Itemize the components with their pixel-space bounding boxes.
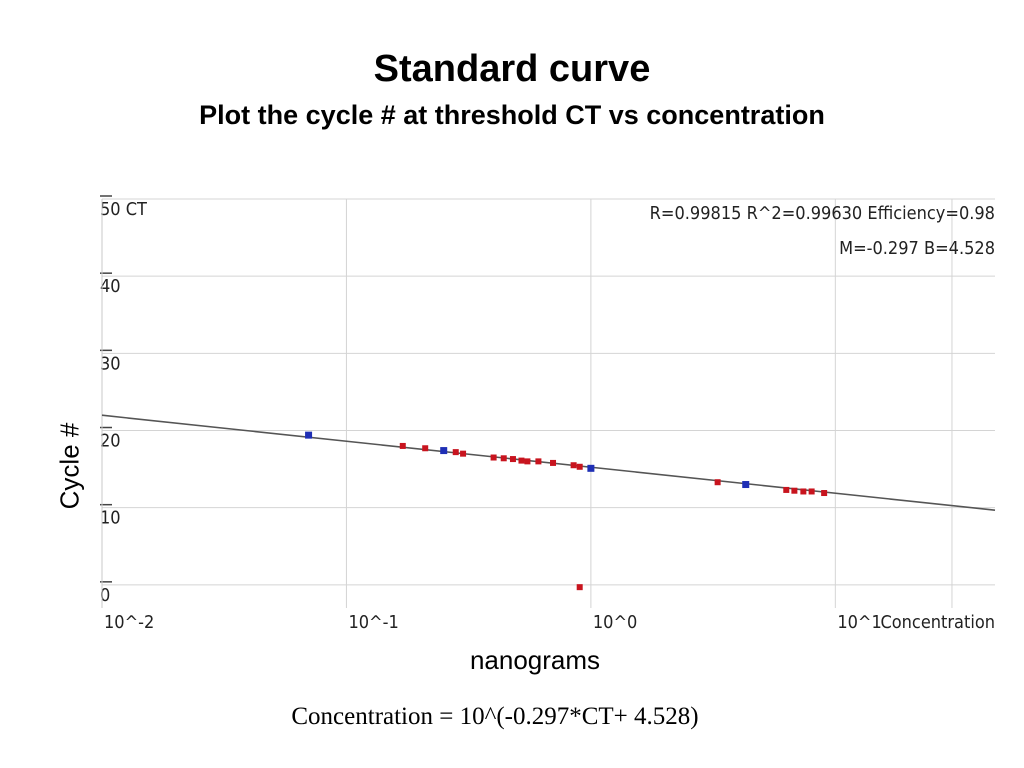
fit-coefficients: M=-0.297 B=4.528 bbox=[839, 238, 995, 259]
x-axis-label: nanograms bbox=[469, 645, 601, 675]
unknown-data-point bbox=[460, 450, 467, 457]
y-axis-label: Cycle # bbox=[54, 422, 85, 510]
unknown-data-point bbox=[524, 458, 531, 465]
unknown-data-point bbox=[800, 488, 807, 495]
unknown-data-point bbox=[490, 454, 497, 461]
unknown-data-point bbox=[791, 487, 798, 494]
x-tick-label: 10^0 bbox=[593, 612, 637, 633]
y-tick-label: 40 bbox=[100, 276, 121, 297]
y-tick-label: 0 bbox=[100, 585, 110, 606]
x-tick-label: 10^1 bbox=[837, 612, 881, 633]
x-tick-label: 10^-1 bbox=[348, 612, 398, 633]
x-axis-title: Concentration bbox=[880, 612, 995, 633]
standard-data-point bbox=[440, 447, 448, 455]
unknown-data-point bbox=[808, 488, 815, 495]
unknown-data-point bbox=[452, 449, 459, 456]
unknown-data-point bbox=[509, 456, 516, 463]
unknown-data-point bbox=[422, 445, 429, 452]
unknown-data-point bbox=[783, 486, 790, 493]
x-tick-label: 10^-2 bbox=[104, 612, 154, 633]
unknown-data-point bbox=[500, 455, 507, 462]
y-tick-label: 50 CT bbox=[100, 199, 147, 220]
unknown-data-point bbox=[535, 458, 542, 465]
y-tick-label: 10 bbox=[100, 508, 121, 529]
unknown-data-point bbox=[550, 459, 557, 466]
unknown-data-point bbox=[576, 584, 583, 591]
y-tick-label: 20 bbox=[100, 431, 121, 452]
standard-data-point bbox=[305, 431, 313, 439]
unknown-data-point bbox=[518, 457, 525, 464]
unknown-data-point bbox=[714, 479, 721, 486]
unknown-data-point bbox=[576, 463, 583, 470]
standard-data-point bbox=[587, 464, 595, 472]
fit-statistics: R=0.99815 R^2=0.99630 Efficiency=0.98 bbox=[650, 203, 995, 224]
unknown-data-point bbox=[821, 490, 828, 497]
plot-background bbox=[98, 193, 998, 641]
standard-data-point bbox=[742, 481, 750, 489]
unknown-data-point bbox=[399, 442, 406, 449]
concentration-formula: Concentration = 10^(-0.297*CT+ 4.528) bbox=[291, 703, 699, 730]
page-title: Standard curve bbox=[373, 48, 651, 90]
regression-line bbox=[101, 414, 996, 511]
y-tick-label: 30 bbox=[100, 353, 121, 374]
unknown-data-point bbox=[570, 462, 577, 469]
standard-curve-chart: 50 CT 40 30 20 10 0 10^-2 10^-1 10^0 10^1Concentr… bbox=[98, 193, 998, 641]
page-subtitle: Plot the cycle # at threshold CT vs conc… bbox=[199, 100, 825, 130]
